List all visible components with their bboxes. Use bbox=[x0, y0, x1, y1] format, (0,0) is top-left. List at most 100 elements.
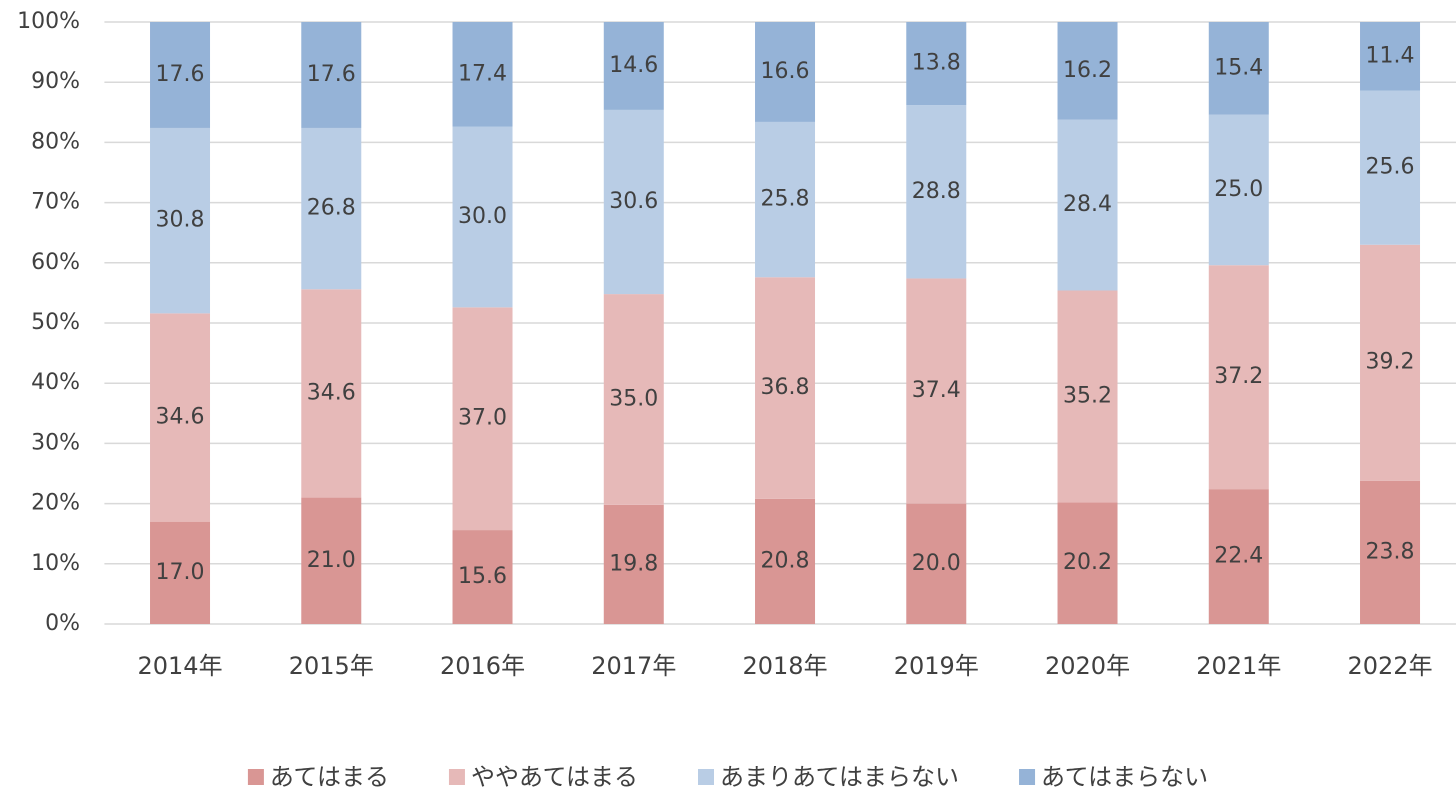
legend-swatch bbox=[698, 769, 714, 785]
y-tick-label: 100% bbox=[17, 9, 80, 34]
data-label: 19.8 bbox=[609, 551, 658, 576]
bar-segment bbox=[906, 503, 967, 624]
data-label: 25.6 bbox=[1366, 155, 1415, 180]
data-label: 35.0 bbox=[609, 386, 658, 411]
data-label: 30.8 bbox=[156, 208, 205, 233]
bar-segment bbox=[1208, 114, 1269, 266]
y-tick-label: 40% bbox=[31, 370, 80, 395]
legend-swatch bbox=[1019, 769, 1036, 785]
bar-segment bbox=[150, 521, 211, 624]
x-tick-label: 2020年 bbox=[1045, 652, 1130, 680]
bar-segment bbox=[1208, 489, 1269, 624]
bar-segment bbox=[755, 277, 816, 499]
y-tick-label: 90% bbox=[31, 69, 80, 94]
bar-segment bbox=[452, 307, 513, 531]
data-label: 25.8 bbox=[761, 187, 810, 212]
bar-segment bbox=[603, 109, 664, 295]
bar-segment bbox=[301, 22, 362, 128]
bar-segment bbox=[755, 498, 816, 624]
x-tick-label: 2017年 bbox=[591, 652, 676, 680]
data-label: 35.2 bbox=[1063, 383, 1112, 408]
data-label: 20.2 bbox=[1063, 550, 1112, 575]
x-tick-label: 2022年 bbox=[1347, 652, 1432, 680]
data-label: 17.4 bbox=[458, 61, 507, 86]
data-label: 14.6 bbox=[609, 53, 658, 78]
data-label: 30.6 bbox=[609, 189, 658, 214]
bar-segment bbox=[301, 289, 362, 498]
legend-label: あてはまらない bbox=[1041, 763, 1208, 791]
y-tick-label: 20% bbox=[31, 491, 80, 516]
y-tick-label: 70% bbox=[31, 190, 80, 215]
y-tick-label: 0% bbox=[45, 611, 80, 636]
data-label: 28.8 bbox=[912, 179, 961, 204]
legend-label: あてはまる bbox=[270, 763, 389, 791]
bar-segment bbox=[906, 278, 967, 504]
bar-segment bbox=[150, 22, 211, 128]
bar-segment bbox=[1360, 480, 1421, 624]
x-tick-label: 2018年 bbox=[742, 652, 827, 680]
bar-segment bbox=[452, 22, 513, 127]
bar-segment bbox=[1057, 22, 1118, 120]
bar-segment bbox=[1208, 265, 1269, 490]
legend-swatch bbox=[247, 769, 264, 785]
bar-segment bbox=[150, 313, 211, 522]
x-tick-label: 2014年 bbox=[137, 652, 222, 680]
data-label: 37.0 bbox=[458, 406, 507, 431]
bar-segment bbox=[906, 22, 967, 106]
data-label: 17.0 bbox=[156, 560, 205, 585]
bar-segment bbox=[150, 127, 211, 314]
data-label: 20.8 bbox=[761, 548, 810, 573]
data-label: 25.0 bbox=[1214, 177, 1263, 202]
bar-segment bbox=[301, 497, 362, 624]
y-tick-label: 10% bbox=[31, 551, 80, 576]
data-label: 15.6 bbox=[458, 564, 507, 589]
data-label: 28.4 bbox=[1063, 192, 1112, 217]
bar-segment bbox=[603, 294, 664, 505]
legend-label: ややあてはまる bbox=[471, 763, 638, 791]
bar-segment bbox=[1057, 290, 1118, 503]
x-tick-label: 2019年 bbox=[894, 652, 979, 680]
data-label: 34.6 bbox=[307, 380, 356, 405]
legend-label: あまりあてはまらない bbox=[720, 763, 959, 791]
x-tick-label: 2016年 bbox=[440, 652, 525, 680]
bar-segment bbox=[1360, 90, 1421, 245]
bar-segment bbox=[1057, 119, 1118, 291]
bar-segment bbox=[755, 22, 816, 122]
data-label: 37.2 bbox=[1214, 364, 1263, 389]
data-label: 11.4 bbox=[1366, 43, 1415, 68]
data-label: 39.2 bbox=[1366, 350, 1415, 375]
data-label: 13.8 bbox=[912, 51, 961, 76]
data-label: 15.4 bbox=[1214, 55, 1263, 80]
data-label: 17.6 bbox=[307, 62, 356, 87]
data-label: 23.8 bbox=[1366, 539, 1415, 564]
y-tick-label: 30% bbox=[31, 430, 80, 455]
data-label: 21.0 bbox=[307, 548, 356, 573]
legend-swatch bbox=[448, 769, 465, 785]
bar-segment bbox=[755, 121, 816, 278]
bar-segment bbox=[1208, 22, 1269, 115]
x-tick-label: 2015年 bbox=[289, 652, 374, 680]
data-label: 20.0 bbox=[912, 551, 961, 576]
data-label: 37.4 bbox=[912, 378, 961, 403]
bar-segment bbox=[1360, 244, 1421, 481]
bar-segment bbox=[1057, 502, 1118, 624]
x-tick-label: 2021年 bbox=[1196, 652, 1281, 680]
data-label: 16.2 bbox=[1063, 58, 1112, 83]
bar-segment bbox=[603, 504, 664, 624]
bar-segment bbox=[906, 105, 967, 279]
bar-segment bbox=[452, 530, 513, 624]
y-tick-label: 50% bbox=[31, 310, 80, 335]
data-label: 17.6 bbox=[156, 62, 205, 87]
bar-segment bbox=[603, 22, 664, 110]
data-label: 26.8 bbox=[307, 196, 356, 221]
y-tick-label: 80% bbox=[31, 129, 80, 154]
bar-segment bbox=[452, 126, 513, 308]
data-label: 22.4 bbox=[1214, 544, 1263, 569]
bar-segment bbox=[301, 127, 362, 290]
data-label: 34.6 bbox=[156, 405, 205, 430]
data-label: 30.0 bbox=[458, 204, 507, 229]
y-tick-label: 60% bbox=[31, 250, 80, 275]
data-label: 16.6 bbox=[761, 59, 810, 84]
bar-segment bbox=[1360, 22, 1421, 91]
